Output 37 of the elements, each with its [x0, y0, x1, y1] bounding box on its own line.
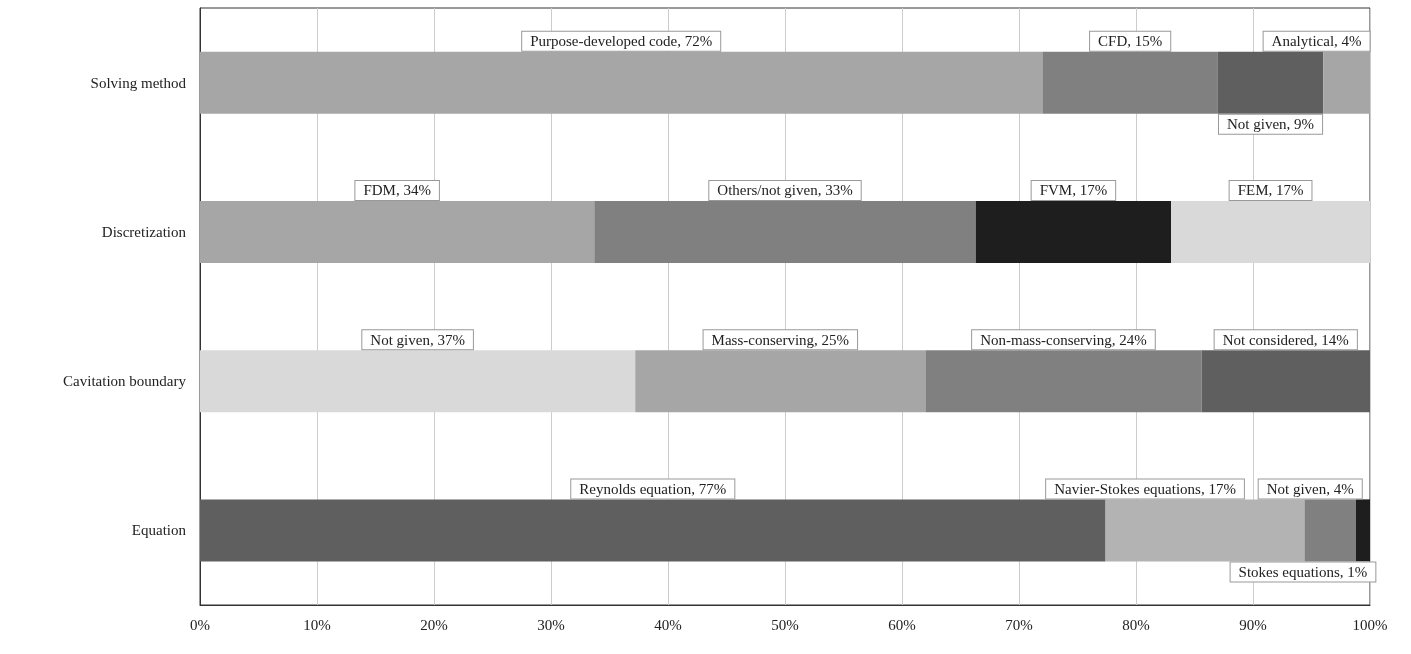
- y-tick-label: Solving method: [90, 74, 187, 91]
- data-label: FDM, 34%: [363, 182, 431, 199]
- data-label: Not considered, 14%: [1222, 331, 1349, 348]
- x-tick-label: 0%: [190, 616, 210, 633]
- data-label: FVM, 17%: [1039, 182, 1108, 199]
- bar: [1171, 200, 1370, 263]
- x-tick-label: 20%: [420, 616, 448, 633]
- y-tick-label: Cavitation boundary: [63, 373, 187, 390]
- bar: [200, 200, 595, 263]
- data-label: Analytical, 4%: [1271, 33, 1362, 50]
- bar: [200, 51, 1043, 114]
- x-tick-label: 30%: [537, 616, 565, 633]
- data-label: Stokes equations, 1%: [1238, 563, 1368, 580]
- bar: [1355, 499, 1370, 562]
- data-label: CFD, 15%: [1098, 33, 1163, 50]
- x-tick-label: 50%: [771, 616, 799, 633]
- data-label: Others/not given, 33%: [717, 182, 853, 199]
- x-tick-label: 10%: [303, 616, 331, 633]
- x-tick-label: 100%: [1352, 616, 1388, 633]
- bar: [1042, 51, 1218, 114]
- x-tick-label: 60%: [888, 616, 916, 633]
- x-tick-label: 90%: [1239, 616, 1267, 633]
- x-tick-label: 70%: [1005, 616, 1033, 633]
- x-tick-label: 40%: [654, 616, 682, 633]
- data-label: Not given, 37%: [370, 331, 465, 348]
- bar: [594, 200, 976, 263]
- data-label: FEM, 17%: [1237, 182, 1304, 199]
- data-label: Not given, 9%: [1227, 116, 1315, 133]
- data-label: Mass-conserving, 25%: [711, 331, 850, 348]
- data-label: Navier-Stokes equations, 17%: [1054, 480, 1236, 497]
- data-label: Reynolds equation, 77%: [579, 480, 727, 497]
- data-label: Purpose-developed code, 72%: [530, 33, 713, 50]
- y-tick-label: Equation: [131, 522, 187, 539]
- data-label: Non-mass-conserving, 24%: [980, 331, 1147, 348]
- y-tick-label: Discretization: [101, 223, 187, 240]
- data-label: Not given, 4%: [1266, 480, 1354, 497]
- x-tick-label: 80%: [1122, 616, 1150, 633]
